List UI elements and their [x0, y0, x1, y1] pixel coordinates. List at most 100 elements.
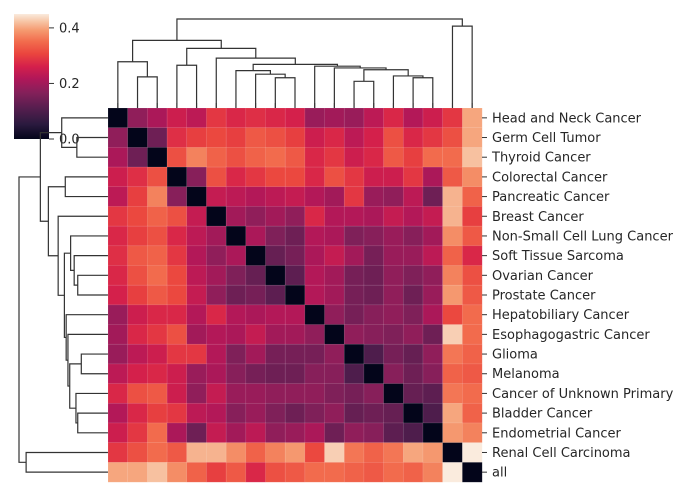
heatmap-cell	[284, 166, 306, 188]
heatmap-cell	[166, 127, 188, 148]
heatmap-cell	[363, 304, 385, 326]
heatmap-cell	[127, 127, 148, 148]
dendrogram-link	[65, 314, 108, 361]
heatmap-cell	[304, 265, 326, 286]
heatmap-cell	[127, 225, 148, 247]
heatmap-cell	[284, 422, 306, 444]
heatmap-cell	[304, 284, 326, 306]
heatmap-cell	[324, 265, 345, 286]
heatmap-cell	[284, 462, 306, 483]
heatmap-cell	[186, 383, 207, 404]
heatmap-cell	[363, 265, 385, 286]
heatmap-cell	[206, 245, 227, 266]
heatmap-cell	[402, 127, 424, 148]
heatmap-cell	[304, 462, 326, 483]
heatmap-cell	[147, 265, 168, 286]
heatmap-cell	[107, 442, 129, 463]
heatmap-cell	[147, 422, 168, 444]
heatmap-cell	[363, 442, 385, 463]
row-label: Endometrial Cancer	[492, 426, 622, 441]
row-label: Prostate Cancer	[492, 289, 596, 304]
heatmap-cell	[225, 127, 247, 148]
heatmap-cell	[206, 265, 227, 286]
heatmap-cell	[186, 127, 207, 148]
heatmap-cell	[245, 442, 266, 463]
heatmap-cell	[265, 343, 286, 365]
heatmap-cell	[343, 107, 365, 129]
heatmap-cell	[363, 343, 385, 365]
heatmap-cell	[284, 363, 306, 385]
heatmap-cell	[363, 462, 385, 483]
heatmap-cell	[186, 442, 207, 463]
heatmap-cell	[127, 186, 148, 207]
heatmap-cell	[422, 265, 444, 286]
heatmap-cell	[127, 304, 148, 326]
heatmap-cell	[186, 422, 207, 444]
heatmap-cell	[265, 245, 286, 266]
heatmap-cell	[166, 245, 188, 266]
heatmap-cell	[324, 442, 345, 463]
heatmap-cell	[225, 363, 247, 385]
heatmap-cell	[127, 166, 148, 188]
dendrogram-link	[77, 412, 108, 434]
row-label: Esophagogastric Cancer	[492, 328, 650, 343]
heatmap-cell	[383, 225, 404, 247]
dendrogram-link	[392, 75, 424, 108]
heatmap-cell	[363, 127, 385, 148]
heatmap-cell	[402, 206, 424, 227]
heatmap-cell	[324, 166, 345, 188]
heatmap-cell	[304, 422, 326, 444]
heatmap-cell	[245, 324, 266, 345]
colorbar-tick-label: 0.0	[59, 133, 80, 148]
heatmap-cell	[324, 363, 345, 385]
heatmap-cell	[225, 383, 247, 404]
heatmap-cell	[422, 324, 444, 345]
heatmap-cell	[343, 402, 365, 424]
heatmap-cell	[383, 107, 404, 129]
heatmap-cell	[442, 304, 463, 326]
heatmap-cell	[324, 402, 345, 424]
heatmap-cell	[186, 147, 207, 168]
heatmap-cell	[206, 206, 227, 227]
heatmap-cell	[363, 383, 385, 404]
heatmap-cell	[462, 186, 483, 207]
row-label: Glioma	[492, 348, 538, 363]
heatmap-cell	[324, 343, 345, 365]
heatmap-cell	[206, 304, 227, 326]
heatmap-cell	[462, 265, 483, 286]
heatmap-cell	[225, 147, 247, 168]
heatmap-cell	[343, 166, 365, 188]
heatmap-cell	[284, 206, 306, 227]
heatmap-cell	[245, 166, 266, 188]
heatmap-cell	[363, 245, 385, 266]
heatmap-cell	[107, 304, 129, 326]
dendrogram-link	[47, 186, 66, 257]
heatmap-cell	[245, 422, 266, 444]
heatmap-cell	[186, 284, 207, 306]
heatmap-cell	[225, 422, 247, 444]
heatmap-cell	[245, 245, 266, 266]
dendrogram-link	[333, 67, 387, 108]
heatmap-cell	[245, 186, 266, 207]
heatmap-cell	[304, 107, 326, 129]
heatmap-cell	[225, 225, 247, 247]
heatmap-cell	[127, 442, 148, 463]
heatmap-cell	[383, 186, 404, 207]
heatmap-cell	[147, 402, 168, 424]
heatmap-cell	[147, 462, 168, 483]
heatmap-cell	[343, 304, 365, 326]
heatmap-cell	[284, 265, 306, 286]
heatmap-cell	[324, 147, 345, 168]
heatmap-cell	[343, 225, 365, 247]
heatmap-cell	[225, 324, 247, 345]
heatmap-cell	[284, 147, 306, 168]
row-label: Melanoma	[492, 367, 560, 382]
heatmap-cell	[442, 206, 463, 227]
heatmap-cells	[107, 107, 483, 483]
heatmap-cell	[127, 284, 148, 306]
heatmap-cell	[147, 383, 168, 404]
heatmap-cell	[324, 225, 345, 247]
heatmap-cell	[343, 206, 365, 227]
heatmap-cell	[402, 147, 424, 168]
row-label: Ovarian Cancer	[492, 269, 594, 284]
